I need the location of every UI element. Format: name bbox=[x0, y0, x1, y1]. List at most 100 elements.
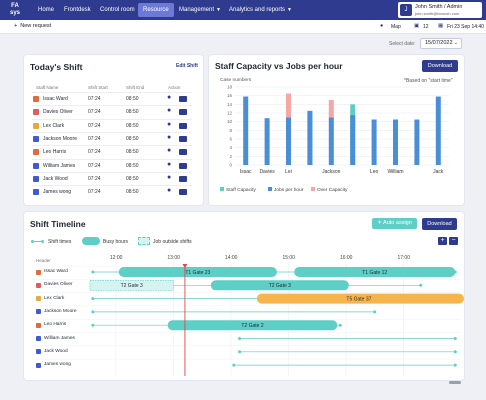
message-icon[interactable] bbox=[179, 122, 187, 129]
nav-item-frontdesk[interactable]: Frontdesk bbox=[64, 7, 91, 13]
capacity-title: Staff Capacity vs Jobs per hour bbox=[215, 61, 343, 71]
shift-start: 07:24 bbox=[88, 175, 101, 182]
y-tick-label: 18 bbox=[227, 85, 233, 90]
staff-icon bbox=[33, 175, 39, 182]
avatar: J bbox=[400, 4, 412, 16]
time-tick-label: 13:00 bbox=[167, 255, 180, 261]
message-icon[interactable] bbox=[179, 109, 187, 116]
user-menu[interactable]: J John Smith / Admin john.smith@faroush.… bbox=[398, 2, 482, 18]
location-pin-icon[interactable]: ● bbox=[167, 107, 172, 115]
date-select-label: Select date: bbox=[389, 41, 416, 47]
new-request-button[interactable]: + New request bbox=[14, 23, 52, 29]
shift-start: 07:24 bbox=[88, 149, 101, 156]
nav-item-resource[interactable]: Resource bbox=[138, 3, 174, 17]
job-bar-label: T1 Gate 23 bbox=[185, 270, 210, 276]
nav-item-analytics-and-reports[interactable]: Analytics and reports ▼ bbox=[229, 7, 292, 13]
shift-end-dot bbox=[453, 350, 457, 354]
staff-icon bbox=[33, 162, 39, 169]
message-icon[interactable] bbox=[179, 135, 187, 142]
shift-start-dot bbox=[91, 297, 95, 301]
x-tick-label: Jack bbox=[433, 169, 444, 175]
shift-start-dot bbox=[238, 337, 242, 340]
shift-row: Lex Clark 07:24 08:50 ● bbox=[32, 118, 192, 132]
staff-icon bbox=[36, 349, 41, 355]
shift-row: Issac Ward 07:24 08:50 ● bbox=[32, 92, 192, 105]
time-tick-label: 17:00 bbox=[397, 255, 410, 261]
shift-end-dot bbox=[453, 363, 457, 367]
job-bar[interactable] bbox=[89, 279, 174, 291]
job-bar[interactable] bbox=[210, 280, 349, 291]
timeline-staff-name: Leo Harris bbox=[44, 322, 67, 328]
staff-icon bbox=[33, 109, 39, 116]
shift-end: 08:50 bbox=[126, 135, 139, 142]
shift-end: 08:50 bbox=[126, 175, 139, 182]
capacity-download-button[interactable]: Download bbox=[422, 60, 458, 72]
legend-swatch bbox=[220, 187, 224, 191]
bar-over-capacity bbox=[286, 93, 291, 118]
timeline-title: Shift Timeline bbox=[30, 219, 86, 229]
shift-end: 08:50 bbox=[126, 149, 139, 156]
zoom-out-button[interactable]: − bbox=[449, 237, 458, 245]
notification-icon[interactable]: ▣ bbox=[414, 23, 420, 29]
x-tick-label: Leo bbox=[370, 169, 379, 175]
shift-start: 07:24 bbox=[88, 189, 101, 196]
location-pin-icon[interactable]: ● bbox=[167, 133, 172, 141]
nav-item-management[interactable]: Management ▼ bbox=[179, 7, 221, 13]
date-select[interactable]: 15/07/2022 ⌄ bbox=[420, 38, 462, 49]
notification-count: 12 bbox=[423, 23, 429, 30]
shift-start-dot bbox=[232, 363, 236, 367]
shift-end: 08:50 bbox=[126, 122, 139, 129]
staff-name: William James bbox=[43, 162, 76, 169]
shift-start-dot bbox=[91, 310, 95, 314]
staff-icon bbox=[33, 96, 39, 102]
location-pin-icon[interactable]: ● bbox=[167, 187, 172, 195]
legend-shift-line bbox=[32, 241, 42, 242]
location-pin-icon[interactable]: ● bbox=[167, 94, 172, 101]
staff-capacity-card bbox=[209, 55, 464, 205]
job-bar[interactable] bbox=[167, 320, 338, 331]
staff-icon bbox=[33, 149, 39, 156]
location-pin-icon[interactable]: ● bbox=[167, 160, 172, 168]
staff-name: James wong bbox=[43, 189, 72, 196]
timeline-download-button[interactable]: Download bbox=[422, 218, 457, 230]
staff-name: Jack Wood bbox=[43, 175, 68, 182]
message-icon[interactable] bbox=[179, 149, 187, 156]
edit-shift-link[interactable]: Edit Shift bbox=[176, 63, 198, 69]
legend-job-outside: Job outside shifts bbox=[153, 239, 192, 245]
message-icon[interactable] bbox=[179, 189, 187, 196]
job-bar-label: T2 Gate 2 bbox=[241, 323, 263, 329]
location-pin-icon[interactable]: ● bbox=[167, 173, 172, 181]
staff-name: Davies Oliver bbox=[43, 109, 73, 116]
message-icon[interactable] bbox=[179, 96, 187, 102]
nav-item-home[interactable]: Home bbox=[38, 7, 55, 13]
map-pin-icon[interactable]: ● bbox=[380, 23, 384, 29]
bar-over-capacity bbox=[328, 100, 334, 118]
y-tick-label: 12 bbox=[227, 111, 233, 116]
timeline-staff-name: William James bbox=[44, 335, 75, 341]
magic-wand-icon: ✦ bbox=[377, 220, 382, 226]
col-header-end: Shift End bbox=[126, 85, 145, 90]
map-link[interactable]: Map bbox=[391, 23, 401, 30]
app-logo[interactable]: FA sys bbox=[9, 3, 20, 16]
staff-icon bbox=[36, 309, 41, 315]
x-tick-label: Lei bbox=[285, 169, 292, 175]
chevron-down-icon: ▼ bbox=[287, 7, 292, 13]
job-bar[interactable] bbox=[118, 267, 277, 277]
location-pin-icon[interactable]: ● bbox=[167, 120, 172, 128]
message-icon[interactable] bbox=[179, 162, 187, 169]
message-icon[interactable] bbox=[179, 175, 187, 182]
legend-label: Over Capacity bbox=[317, 187, 348, 193]
job-bar[interactable] bbox=[256, 293, 464, 304]
time-tick-label: 16:00 bbox=[339, 255, 353, 261]
chevron-down-icon: ⌄ bbox=[453, 40, 458, 46]
auto-assign-button[interactable]: ✦ Auto assign bbox=[372, 218, 417, 229]
nav-item-control-room[interactable]: Control room bbox=[100, 7, 135, 13]
job-bar-label: T1 Gate 12 bbox=[362, 270, 387, 276]
zoom-in-button[interactable]: + bbox=[438, 237, 447, 245]
shift-start: 07:24 bbox=[88, 109, 101, 116]
timeline-scrollbar[interactable] bbox=[449, 381, 461, 384]
job-bar[interactable] bbox=[294, 267, 456, 277]
location-pin-icon[interactable]: ● bbox=[167, 147, 172, 155]
y-tick-label: 6 bbox=[229, 137, 232, 142]
col-header-start: Shift Start bbox=[88, 85, 108, 90]
